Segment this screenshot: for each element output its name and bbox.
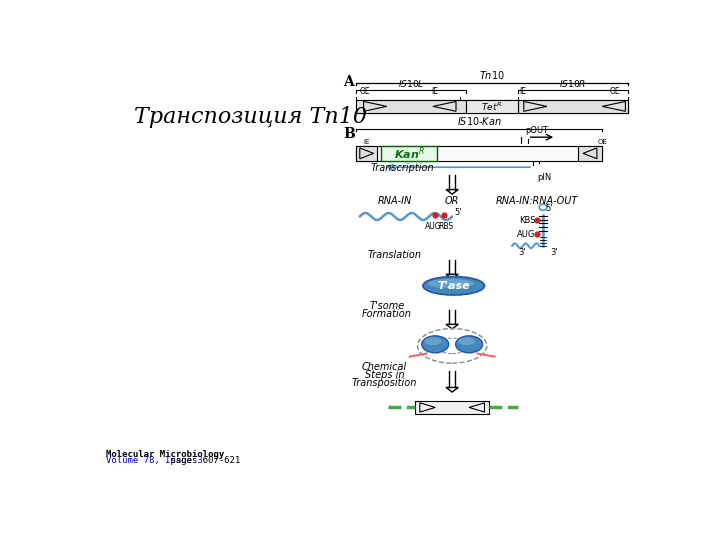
Text: Volume 78, Issue 3: Volume 78, Issue 3 bbox=[106, 456, 202, 465]
Ellipse shape bbox=[459, 338, 475, 345]
Text: 5': 5' bbox=[454, 208, 462, 217]
Text: IE: IE bbox=[431, 87, 438, 96]
Text: RNA-IN:RNA-OUT: RNA-IN:RNA-OUT bbox=[495, 196, 578, 206]
Text: OE: OE bbox=[610, 87, 621, 96]
Text: 3': 3' bbox=[551, 248, 558, 257]
Bar bbox=[356, 100, 628, 112]
Polygon shape bbox=[446, 190, 459, 194]
Ellipse shape bbox=[425, 338, 441, 345]
Text: IS$\mathit{10}$R: IS$\mathit{10}$R bbox=[559, 78, 586, 89]
Text: IE: IE bbox=[520, 87, 526, 96]
Text: Te$\mathit{t}^R$: Te$\mathit{t}^R$ bbox=[481, 100, 502, 112]
Text: AUG: AUG bbox=[426, 222, 442, 231]
Text: 3': 3' bbox=[518, 248, 526, 257]
Text: AUG: AUG bbox=[517, 230, 535, 239]
Bar bbox=[356, 100, 466, 112]
Text: Translation: Translation bbox=[367, 249, 421, 260]
Ellipse shape bbox=[422, 336, 449, 353]
Bar bbox=[415, 401, 489, 414]
Text: Chemical: Chemical bbox=[361, 362, 407, 373]
Ellipse shape bbox=[435, 338, 469, 354]
Text: IE: IE bbox=[364, 139, 370, 145]
Bar bbox=[518, 100, 628, 112]
Bar bbox=[382, 146, 437, 161]
Text: KBS: KBS bbox=[519, 216, 535, 225]
Text: Transposition: Transposition bbox=[351, 378, 417, 388]
Text: Tn$\mathit{10}$: Tn$\mathit{10}$ bbox=[479, 69, 505, 81]
Text: A: A bbox=[343, 75, 354, 89]
Ellipse shape bbox=[428, 279, 474, 288]
Text: IS$\mathit{10}$L: IS$\mathit{10}$L bbox=[398, 78, 424, 89]
Bar bbox=[577, 146, 603, 161]
Text: Steps in: Steps in bbox=[364, 370, 404, 380]
Text: RNA-IN: RNA-IN bbox=[377, 196, 412, 206]
Bar bbox=[356, 146, 603, 161]
Text: Molecular Microbiology: Molecular Microbiology bbox=[106, 450, 224, 459]
Text: 5': 5' bbox=[545, 205, 553, 213]
Text: T'some: T'some bbox=[369, 301, 405, 311]
Ellipse shape bbox=[456, 336, 482, 353]
Text: Kan$^R$: Kan$^R$ bbox=[394, 145, 425, 161]
Text: pOUT: pOUT bbox=[526, 126, 549, 135]
Text: IS$\mathit{10}$-Kan: IS$\mathit{10}$-Kan bbox=[456, 115, 502, 127]
Text: pages 607-621: pages 607-621 bbox=[165, 456, 240, 465]
Text: T'ase: T'ase bbox=[437, 281, 470, 291]
Text: B: B bbox=[343, 127, 354, 141]
Polygon shape bbox=[446, 274, 459, 279]
Text: OE: OE bbox=[598, 139, 607, 145]
Polygon shape bbox=[446, 325, 459, 329]
Text: RBS: RBS bbox=[438, 222, 454, 231]
Text: OE: OE bbox=[360, 87, 371, 96]
Text: Транспозиция Tn10: Транспозиция Tn10 bbox=[134, 106, 367, 128]
Text: Formation: Formation bbox=[361, 308, 412, 319]
Text: pIN: pIN bbox=[537, 173, 552, 183]
Bar bbox=[356, 146, 377, 161]
Polygon shape bbox=[446, 387, 459, 392]
Bar bbox=[466, 100, 518, 112]
Ellipse shape bbox=[423, 276, 485, 295]
Text: Transcription: Transcription bbox=[370, 164, 434, 173]
Text: OR: OR bbox=[445, 196, 459, 206]
